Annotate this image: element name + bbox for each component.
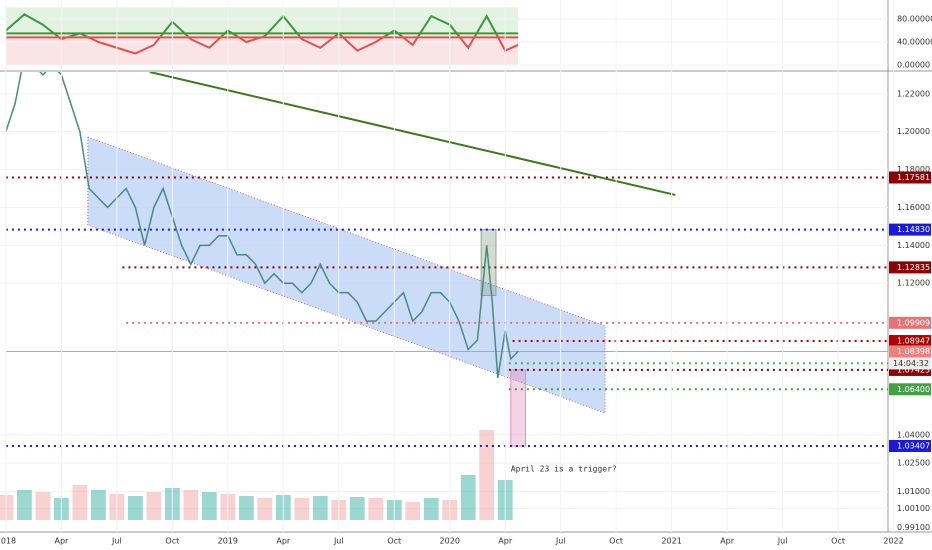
x-tick-label: Oct — [387, 537, 401, 546]
oscillator-clip — [56, 36, 519, 55]
y-tick-label: 1.20000 — [897, 127, 930, 136]
volume-bar — [405, 502, 421, 520]
x-tick-label: Apr — [720, 537, 735, 546]
box — [510, 369, 527, 447]
x-tick-label: 2021 — [661, 537, 681, 546]
countdown-tag — [889, 357, 931, 370]
x-tick-label: Jul — [333, 537, 344, 546]
level-label: 1.09909 — [897, 318, 930, 327]
volume-bar — [17, 490, 32, 520]
level-label: 1.12835 — [897, 263, 930, 272]
level-tag — [889, 335, 931, 348]
y-tick-label: 1.04000 — [897, 430, 930, 439]
y-tick-label: 1.22000 — [897, 89, 930, 98]
y-tick-label: 1.12000 — [897, 279, 930, 288]
oscillator-upper-band — [5, 7, 519, 37]
x-tick-label: Oct — [831, 537, 845, 546]
channel — [87, 136, 606, 414]
y-tick-label: 1.02500 — [897, 459, 930, 468]
oscillator-clip — [5, 13, 499, 37]
level-tag — [889, 171, 931, 184]
volume-bar — [349, 497, 365, 520]
x-tick-label: Jul — [555, 537, 566, 546]
y-tick-label: 1.16000 — [897, 203, 930, 212]
volume-bar — [312, 496, 328, 520]
level-label: 1.08398 — [897, 347, 930, 356]
x-tick-label: 2020 — [440, 537, 460, 546]
volume-bar — [479, 430, 495, 520]
x-tick-label: Apr — [498, 537, 513, 546]
x-tick-label: Oct — [165, 537, 179, 546]
volume-bar — [127, 496, 143, 520]
y-tick-label: 0.00000 — [897, 60, 930, 69]
level-label: 1.07423 — [897, 365, 930, 374]
y-tick-label: 1.14000 — [897, 241, 930, 250]
volume-bar — [238, 496, 254, 520]
y-tick-label: 80.00000 — [897, 14, 932, 23]
x-tick-label: Oct — [609, 537, 623, 546]
x-tick-label: Jul — [777, 537, 788, 546]
oscillator-line — [56, 36, 519, 55]
oscillator-pane — [0, 7, 888, 66]
volume-bar — [183, 490, 199, 520]
level-tag — [889, 261, 931, 274]
x-tick-label: 2019 — [218, 537, 238, 546]
level-label: 1.14830 — [897, 225, 930, 234]
volume-bar — [0, 495, 14, 520]
y-tick-label: 1.00100 — [897, 504, 930, 513]
level-tag — [889, 223, 931, 236]
volume-bar — [201, 492, 217, 520]
y-tick-label: 1.01000 — [897, 487, 930, 496]
oscillator-line — [5, 13, 499, 37]
annotation: April 23 is a trigger? — [511, 464, 617, 473]
level-tag — [889, 383, 931, 396]
volume-bar — [368, 498, 384, 520]
volume-bar — [35, 492, 51, 520]
volume-bar — [294, 498, 310, 520]
volume-bar — [90, 490, 106, 520]
volume-bar — [423, 498, 439, 520]
x-tick-label: Jul — [111, 537, 122, 546]
volume-bar — [460, 475, 476, 520]
volume-bar — [257, 498, 273, 520]
x-tick-label: 2022 — [883, 537, 903, 546]
y-tick-label: 1.18000 — [897, 165, 930, 174]
main-pane — [0, 72, 888, 520]
trendline — [149, 72, 676, 196]
x-tick-label: 2018 — [0, 537, 16, 546]
level-tag — [889, 316, 931, 329]
volume-bar — [72, 485, 88, 520]
level-label: 1.03407 — [897, 441, 930, 450]
level-label: 1.17581 — [897, 173, 930, 182]
level-label: 1.08947 — [897, 337, 930, 346]
volume-bar — [146, 492, 162, 520]
level-tag — [889, 439, 931, 452]
level-label: 1.06400 — [897, 385, 930, 394]
level-tag — [889, 345, 931, 358]
x-tick-label: Apr — [276, 537, 291, 546]
price-line — [5, 72, 519, 379]
x-tick-label: Apr — [54, 537, 69, 546]
y-tick-label: 0.99100 — [897, 523, 930, 532]
oscillator-lower-band — [5, 36, 519, 65]
y-tick-label: 40.00000 — [897, 37, 932, 46]
countdown: 14:04:32 — [893, 359, 929, 368]
